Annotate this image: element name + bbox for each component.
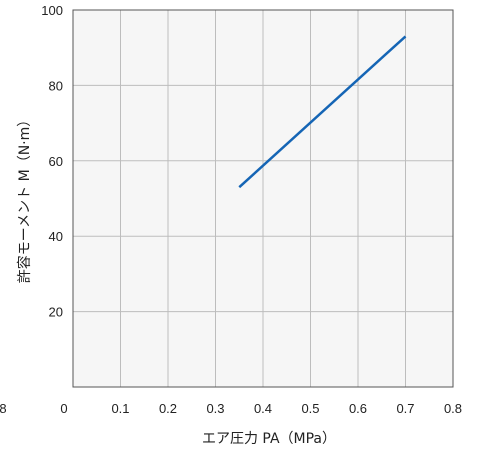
y-tick-label-4: 100 xyxy=(41,3,63,18)
x-tick-label-2: 0.2 xyxy=(159,401,177,416)
x-tick-label-7: 0.7 xyxy=(396,401,414,416)
y-tick-labels: 20 40 60 80 100 xyxy=(41,3,63,320)
series-line-0 xyxy=(238,35,407,189)
x-tick-label-5: 0.5 xyxy=(301,401,319,416)
x-tick-label-3: 0.3 xyxy=(206,401,224,416)
y-tick-label-0: 20 xyxy=(49,305,63,320)
series-layer xyxy=(238,35,407,189)
plot-frame xyxy=(72,9,454,388)
y-tick-label-1: 40 xyxy=(49,229,63,244)
x-tick-label-6: 0.6 xyxy=(349,401,367,416)
x-axis-title: エア圧力 PA（MPa） xyxy=(202,431,336,447)
x-tick-label-0: 0 xyxy=(60,401,67,416)
x-tick-label-1: 0.1 xyxy=(111,401,129,416)
x-tick-label-4: 0.4 xyxy=(254,401,272,416)
y-tick-label-2: 60 xyxy=(49,154,63,169)
x-tick-label-8: 0.8 xyxy=(444,401,462,416)
edge-tick-label: 8 xyxy=(0,401,7,416)
x-tick-labels: 0 0.1 0.2 0.3 0.4 0.5 0.6 0.7 0.8 xyxy=(60,401,462,416)
y-tick-label-3: 80 xyxy=(49,78,63,93)
y-axis-title: 許容モーメント M（N·m） xyxy=(16,113,33,284)
